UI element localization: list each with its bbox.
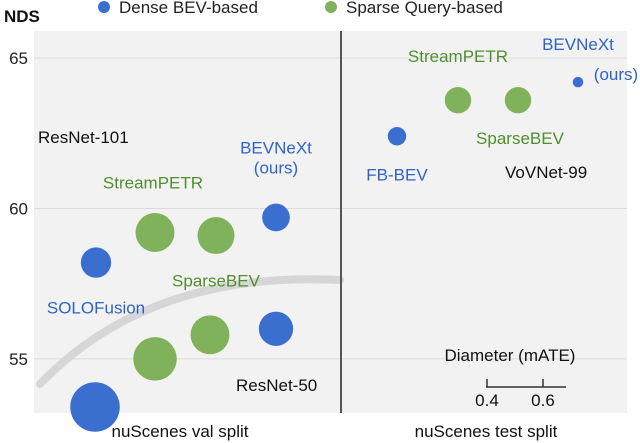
data-label: SparseBEV [476, 129, 565, 148]
y-axis-label: NDS [4, 7, 40, 26]
backbone-label-resnet101: ResNet-101 [38, 128, 129, 147]
data-point [198, 217, 235, 254]
data-label: BEVNeXt [542, 35, 614, 54]
data-point [259, 312, 293, 346]
data-label: StreamPETR [103, 174, 203, 193]
data-label: FB-BEV [366, 165, 428, 184]
data-point [191, 315, 230, 354]
legend-marker-sparse [325, 1, 337, 13]
backbone-label-resnet50: ResNet-50 [236, 376, 317, 395]
legend-label-sparse: Sparse Query-based [346, 0, 503, 17]
data-label: (ours) [254, 158, 298, 177]
legend-label-dense: Dense BEV-based [119, 0, 258, 17]
data-label: BEVNeXt [240, 138, 312, 157]
size-legend-tick-label-1: 0.4 [475, 391, 499, 410]
data-label: SparseBEV [172, 272, 261, 291]
y-tick-label: 55 [9, 350, 28, 369]
data-label: SOLOFusion [47, 299, 145, 318]
data-point [388, 127, 406, 145]
data-label: StreamPETR [408, 47, 508, 66]
data-point [573, 77, 584, 88]
data-point [505, 87, 531, 113]
data-point [81, 247, 111, 277]
x-axis-label-test: nuScenes test split [415, 422, 558, 441]
size-legend-tick-label-2: 0.6 [531, 391, 555, 410]
y-tick-label: 65 [9, 49, 28, 68]
x-axis-label-val: nuScenes val split [111, 422, 248, 441]
data-point [136, 213, 175, 252]
y-tick-label: 60 [9, 199, 28, 218]
legend-marker-dense [98, 1, 110, 13]
data-label: (ours) [594, 65, 638, 84]
data-point [133, 337, 177, 381]
backbone-label-vovnet99: VoVNet-99 [505, 163, 587, 182]
data-point [262, 204, 290, 232]
data-point [445, 87, 471, 113]
size-legend-title: Diameter (mATE) [445, 346, 576, 365]
